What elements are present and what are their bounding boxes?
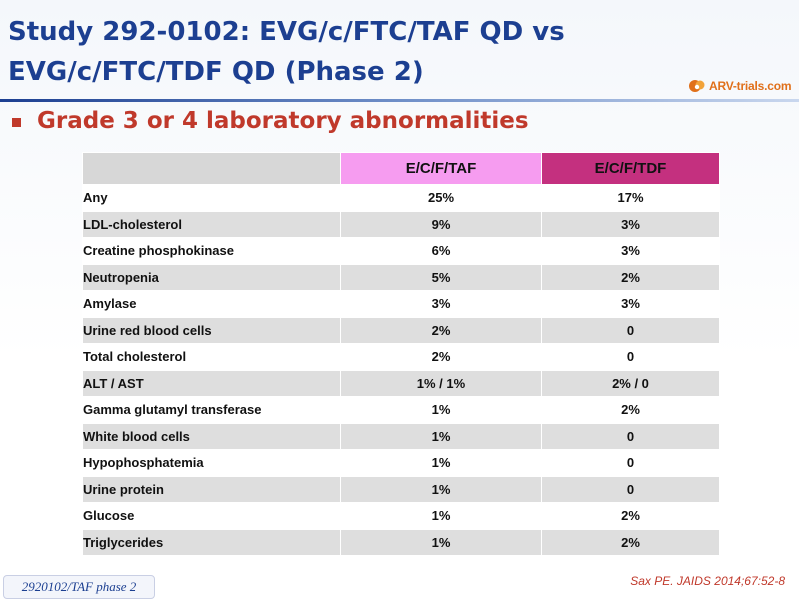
row-label: Amylase: [82, 290, 341, 318]
header-blank-cell: [82, 152, 341, 185]
table-header-row: E/C/F/TAF E/C/F/TDF: [82, 152, 720, 185]
arv-trials-logo: ARV-trials.com: [688, 76, 792, 96]
taf-value: 1% / 1%: [340, 369, 542, 397]
tdf-value: 2%: [541, 502, 720, 530]
title-divider: [0, 99, 799, 102]
table-row: Triglycerides 1% 2%: [82, 528, 720, 556]
slide-title: Study 292-0102: EVG/c/FTC/TAF QD vs EVG/…: [8, 12, 648, 92]
table-row: Hypophosphatemia 1% 0: [82, 449, 720, 477]
taf-value: 9%: [340, 210, 542, 238]
row-label: Urine red blood cells: [82, 316, 341, 344]
logo-text: ARV-trials.com: [709, 79, 792, 93]
arv-trials-logo-icon: [689, 80, 705, 92]
taf-value: 6%: [340, 237, 542, 265]
row-label: Creatine phosphokinase: [82, 237, 341, 265]
slide-title-line1: Study 292-0102: EVG/c/FTC/TAF QD vs: [8, 17, 565, 47]
row-label: Hypophosphatemia: [82, 449, 341, 477]
tdf-value: 17%: [541, 184, 720, 212]
citation: Sax PE. JAIDS 2014;67:52-8: [630, 574, 785, 588]
taf-value: 1%: [340, 475, 542, 503]
slide-title-line2: EVG/c/FTC/TDF QD (Phase 2): [8, 57, 424, 87]
tdf-value: 2%: [541, 528, 720, 556]
row-label: Glucose: [82, 502, 341, 530]
taf-value: 2%: [340, 343, 542, 371]
taf-value: 1%: [340, 422, 542, 450]
tdf-value: 3%: [541, 210, 720, 238]
table-row: LDL-cholesterol 9% 3%: [82, 210, 720, 238]
taf-value: 1%: [340, 449, 542, 477]
table-row: Amylase 3% 3%: [82, 290, 720, 318]
subtitle-row: Grade 3 or 4 laboratory abnormalities: [12, 108, 529, 134]
table-row: ALT / AST 1% / 1% 2% / 0: [82, 369, 720, 397]
taf-value: 25%: [340, 184, 542, 212]
tdf-value: 0: [541, 343, 720, 371]
table-row: Urine red blood cells 2% 0: [82, 316, 720, 344]
tdf-value: 2%: [541, 396, 720, 424]
lab-abnormalities-table: E/C/F/TAF E/C/F/TDF Any 25% 17% LDL-chol…: [82, 152, 720, 556]
table-row: Creatine phosphokinase 6% 3%: [82, 237, 720, 265]
row-label: ALT / AST: [82, 369, 341, 397]
tdf-value: 0: [541, 475, 720, 503]
taf-value: 2%: [340, 316, 542, 344]
header-taf: E/C/F/TAF: [340, 152, 542, 185]
tdf-value: 0: [541, 316, 720, 344]
table-row: White blood cells 1% 0: [82, 422, 720, 450]
table-row: Glucose 1% 2%: [82, 502, 720, 530]
header-tdf: E/C/F/TDF: [541, 152, 720, 185]
row-label: Triglycerides: [82, 528, 341, 556]
row-label: Total cholesterol: [82, 343, 341, 371]
tdf-value: 0: [541, 449, 720, 477]
tdf-value: 2%: [541, 263, 720, 291]
taf-value: 1%: [340, 396, 542, 424]
footer-slide-tag: 2920102/TAF phase 2: [3, 575, 155, 599]
table-row: Urine protein 1% 0: [82, 475, 720, 503]
taf-value: 3%: [340, 290, 542, 318]
section-subtitle: Grade 3 or 4 laboratory abnormalities: [37, 108, 529, 134]
table-row: Gamma glutamyl transferase 1% 2%: [82, 396, 720, 424]
table-row: Any 25% 17%: [82, 184, 720, 212]
tdf-value: 0: [541, 422, 720, 450]
table-row: Total cholesterol 2% 0: [82, 343, 720, 371]
tdf-value: 3%: [541, 290, 720, 318]
table-row: Neutropenia 5% 2%: [82, 263, 720, 291]
row-label: Any: [82, 184, 341, 212]
taf-value: 1%: [340, 502, 542, 530]
taf-value: 5%: [340, 263, 542, 291]
row-label: Urine protein: [82, 475, 341, 503]
tdf-value: 2% / 0: [541, 369, 720, 397]
square-bullet-icon: [12, 117, 21, 127]
row-label: Gamma glutamyl transferase: [82, 396, 341, 424]
tdf-value: 3%: [541, 237, 720, 265]
taf-value: 1%: [340, 528, 542, 556]
row-label: Neutropenia: [82, 263, 341, 291]
row-label: White blood cells: [82, 422, 341, 450]
row-label: LDL-cholesterol: [82, 210, 341, 238]
